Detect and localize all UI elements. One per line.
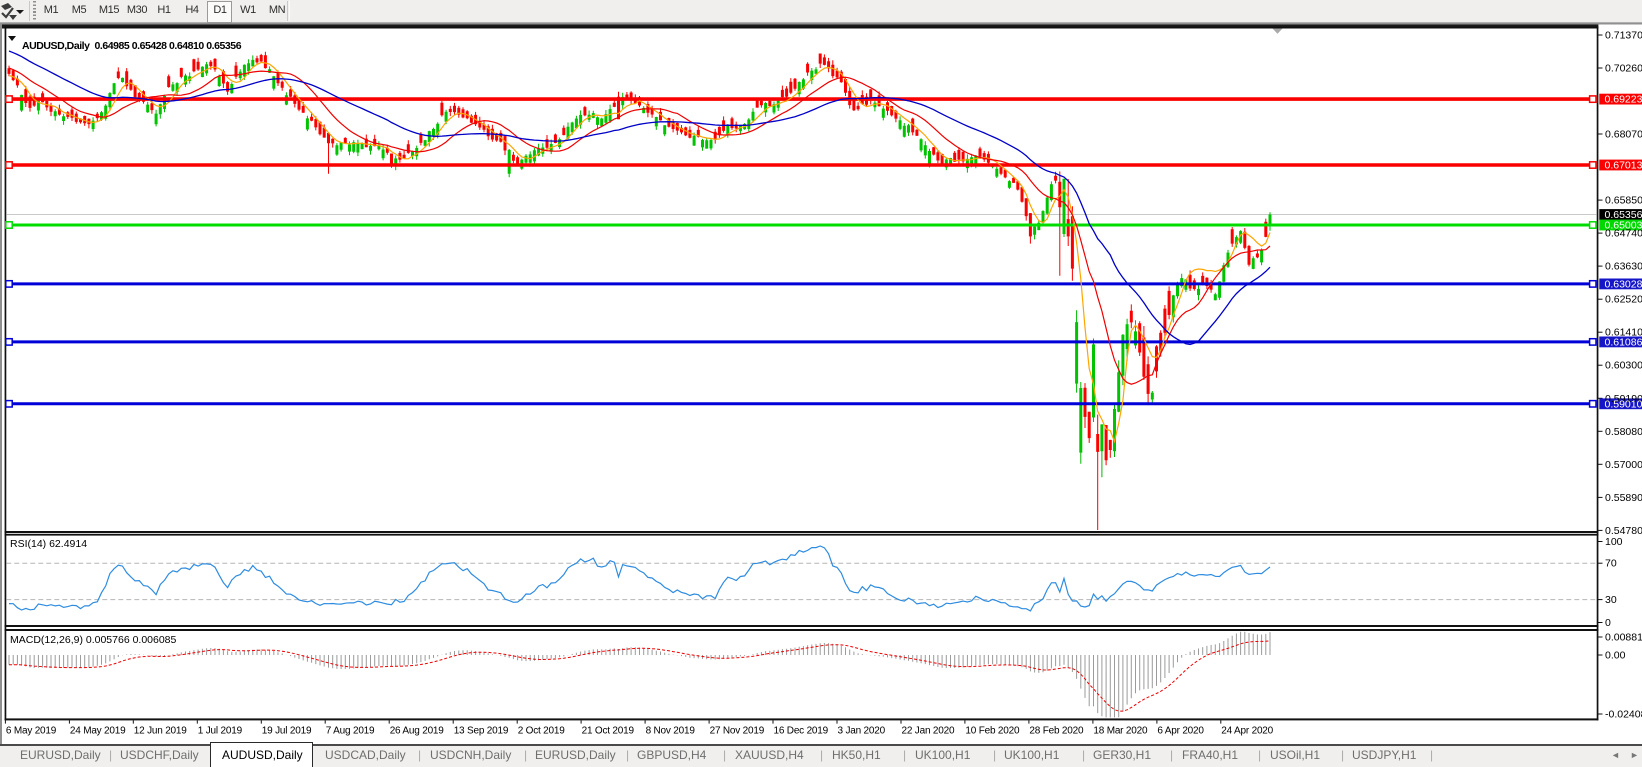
svg-text:0.60300: 0.60300 <box>1605 360 1642 372</box>
svg-text:0.65356: 0.65356 <box>1605 209 1642 221</box>
svg-text:AUDUSD,Daily 0.64985 0.65428: AUDUSD,Daily 0.64985 0.65428 0.64810 0.6… <box>22 40 242 52</box>
svg-text:0: 0 <box>1605 617 1611 629</box>
svg-text:12 Jun 2019: 12 Jun 2019 <box>134 725 187 736</box>
svg-text:MACD(12,26,9) 0.005766 0.00608: MACD(12,26,9) 0.005766 0.006085 <box>10 634 177 646</box>
svg-text:19 Jul 2019: 19 Jul 2019 <box>262 725 312 736</box>
svg-text:3 Jan 2020: 3 Jan 2020 <box>838 725 886 736</box>
svg-text:0.55890: 0.55890 <box>1605 492 1642 504</box>
svg-text:0.59010: 0.59010 <box>1605 398 1642 410</box>
svg-text:2 Oct 2019: 2 Oct 2019 <box>518 725 566 736</box>
svg-text:0.67013: 0.67013 <box>1605 160 1642 172</box>
svg-text:0.57000: 0.57000 <box>1605 459 1642 471</box>
svg-text:1 Jul 2019: 1 Jul 2019 <box>198 725 243 736</box>
svg-text:RSI(14) 62.4914: RSI(14) 62.4914 <box>10 538 87 550</box>
svg-text:0.00: 0.00 <box>1605 650 1626 662</box>
svg-text:0.62520: 0.62520 <box>1605 294 1642 306</box>
svg-text:24 Apr 2020: 24 Apr 2020 <box>1221 725 1273 736</box>
svg-text:0.61086: 0.61086 <box>1605 337 1642 349</box>
svg-text:0.65003: 0.65003 <box>1605 220 1642 232</box>
svg-text:0.69223: 0.69223 <box>1605 94 1642 106</box>
svg-text:21 Oct 2019: 21 Oct 2019 <box>582 725 635 736</box>
svg-text:28 Feb 2020: 28 Feb 2020 <box>1029 725 1084 736</box>
svg-text:0.71370: 0.71370 <box>1605 30 1642 42</box>
svg-text:7 Aug 2019: 7 Aug 2019 <box>326 725 375 736</box>
svg-text:27 Nov 2019: 27 Nov 2019 <box>710 725 765 736</box>
svg-text:100: 100 <box>1605 536 1623 548</box>
svg-text:-0.024082: -0.024082 <box>1605 709 1642 721</box>
svg-text:6 Apr 2020: 6 Apr 2020 <box>1157 725 1204 736</box>
svg-text:8 Nov 2019: 8 Nov 2019 <box>646 725 696 736</box>
svg-text:0.58080: 0.58080 <box>1605 426 1642 438</box>
svg-text:13 Sep 2019: 13 Sep 2019 <box>454 725 509 736</box>
svg-text:0.59190: 0.59190 <box>1605 393 1642 405</box>
svg-text:0.64740: 0.64740 <box>1605 228 1642 240</box>
svg-text:22 Jan 2020: 22 Jan 2020 <box>902 725 955 736</box>
svg-text:0.63630: 0.63630 <box>1605 261 1642 273</box>
svg-text:10 Feb 2020: 10 Feb 2020 <box>965 725 1020 736</box>
svg-text:0.65850: 0.65850 <box>1605 195 1642 207</box>
svg-text:30: 30 <box>1605 594 1617 606</box>
svg-text:0.54780: 0.54780 <box>1605 525 1642 537</box>
svg-text:70: 70 <box>1605 558 1617 570</box>
svg-text:0.68070: 0.68070 <box>1605 129 1642 141</box>
svg-text:0.008815: 0.008815 <box>1605 632 1642 644</box>
svg-text:0.63028: 0.63028 <box>1605 279 1642 291</box>
svg-text:24 May 2019: 24 May 2019 <box>70 725 126 736</box>
svg-text:6 May 2019: 6 May 2019 <box>6 725 57 736</box>
svg-text:16 Dec 2019: 16 Dec 2019 <box>774 725 829 736</box>
svg-text:0.70260: 0.70260 <box>1605 63 1642 75</box>
svg-text:18 Mar 2020: 18 Mar 2020 <box>1093 725 1148 736</box>
svg-text:0.61410: 0.61410 <box>1605 327 1642 339</box>
svg-text:26 Aug 2019: 26 Aug 2019 <box>390 725 445 736</box>
